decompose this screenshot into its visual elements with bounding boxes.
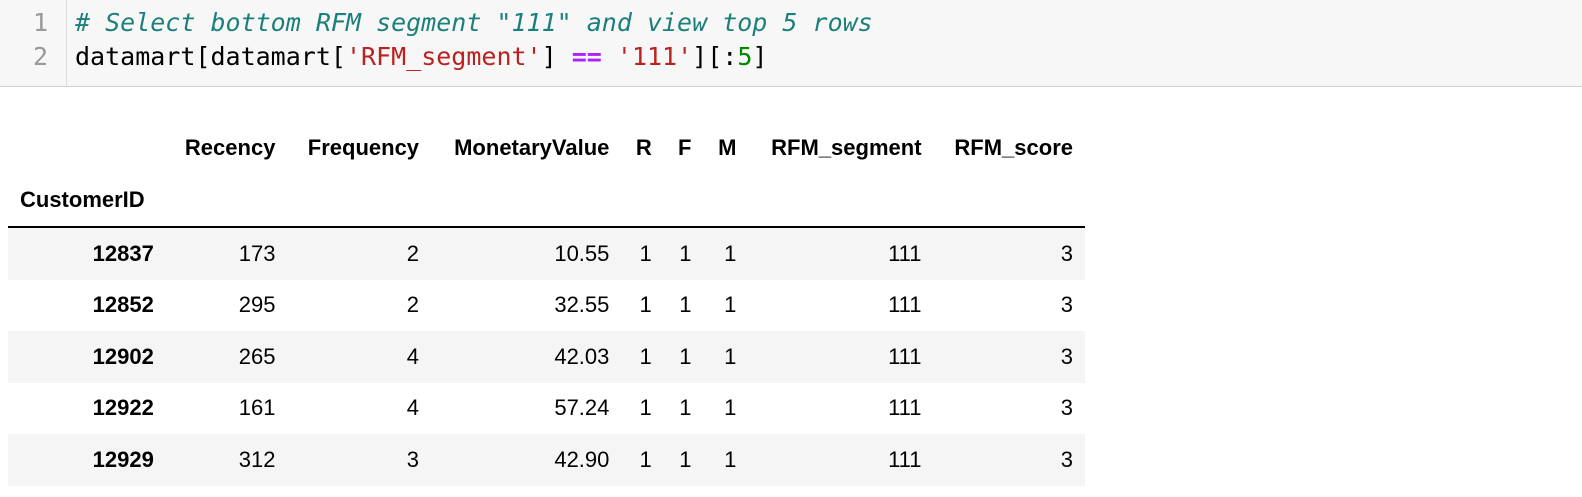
code-line-2[interactable]: datamart[datamart['RFM_segment'] == '111… xyxy=(75,42,767,71)
table-cell: 111 xyxy=(888,292,922,318)
table-cell: 3 xyxy=(406,446,420,472)
table-cell: 1 xyxy=(724,446,737,472)
table-cell: 42.03 xyxy=(554,343,610,369)
table-cell: 111 xyxy=(888,240,922,266)
row-index: 12852 xyxy=(92,292,154,318)
table-cell: 3 xyxy=(1060,446,1073,472)
table-cell: 161 xyxy=(238,395,276,421)
table-cell: 4 xyxy=(406,395,420,421)
column-header: F xyxy=(678,135,692,160)
column-header: MonetaryValue xyxy=(454,135,610,160)
table-cell: 1 xyxy=(679,395,692,421)
table-cell: 1 xyxy=(639,292,652,318)
table-cell: 4 xyxy=(406,343,420,369)
code-text: datamart[datamart[ xyxy=(75,42,346,71)
code-text xyxy=(602,42,617,71)
table-cell: 1 xyxy=(639,343,652,369)
line-number: 1 xyxy=(32,8,48,37)
table-cell: 3 xyxy=(1060,343,1073,369)
index-header-blank xyxy=(8,122,166,174)
row-index: 12837 xyxy=(92,240,154,266)
dataframe-table: Recency Frequency MonetaryValue R F M RF… xyxy=(8,122,1085,486)
table-cell: 1 xyxy=(679,446,692,472)
row-index: 12922 xyxy=(92,395,154,421)
table-cell: 1 xyxy=(724,395,737,421)
code-operator: == xyxy=(571,42,602,71)
table-cell: 3 xyxy=(1060,395,1073,421)
code-text: ][: xyxy=(692,42,738,71)
table-row: 12929 312 3 42.90 1 1 1 111 3 xyxy=(8,434,1085,486)
table-cell: 111 xyxy=(888,395,922,421)
table-cell: 1 xyxy=(639,240,652,266)
column-header: R xyxy=(635,135,652,160)
table-cell: 1 xyxy=(724,292,737,318)
table-cell: 2 xyxy=(406,292,420,318)
table-cell: 10.55 xyxy=(554,240,610,266)
table-row: 12837 173 2 10.55 1 1 1 111 3 xyxy=(8,227,1085,280)
line-number: 2 xyxy=(32,42,48,71)
code-comment: # Select bottom RFM segment "111" and vi… xyxy=(75,8,873,37)
table-cell: 3 xyxy=(1060,240,1073,266)
column-header: M xyxy=(718,135,737,160)
table-cell: 111 xyxy=(888,446,922,472)
table-cell: 57.24 xyxy=(554,395,610,421)
index-name-header: CustomerID xyxy=(20,187,145,212)
table-cell: 1 xyxy=(724,343,737,369)
column-header: RFM_segment xyxy=(771,135,922,160)
column-header-row: Recency Frequency MonetaryValue R F M RF… xyxy=(8,122,1085,174)
code-line-1[interactable]: # Select bottom RFM segment "111" and vi… xyxy=(75,8,873,37)
table-cell: 1 xyxy=(639,395,652,421)
table-row: 12922 161 4 57.24 1 1 1 111 3 xyxy=(8,382,1085,434)
table-cell: 295 xyxy=(238,292,276,318)
line-number-gutter: 1 2 xyxy=(0,0,67,86)
cell-output: Recency Frequency MonetaryValue R F M RF… xyxy=(8,122,1085,486)
code-cell[interactable]: 1 2 # Select bottom RFM segment "111" an… xyxy=(0,0,1582,87)
code-string: '111' xyxy=(616,42,693,71)
table-cell: 3 xyxy=(1060,292,1073,318)
code-number: 5 xyxy=(737,42,753,71)
table-cell: 1 xyxy=(639,446,652,472)
index-header-row: CustomerID xyxy=(8,174,1085,227)
code-text: ] xyxy=(752,42,768,71)
table-cell: 265 xyxy=(238,343,276,369)
table-cell: 1 xyxy=(724,240,737,266)
row-index: 12929 xyxy=(92,446,154,472)
table-cell: 32.55 xyxy=(554,292,610,318)
table-cell: 111 xyxy=(888,343,922,369)
table-cell: 2 xyxy=(406,240,420,266)
table-cell: 1 xyxy=(679,343,692,369)
row-index: 12902 xyxy=(92,343,154,369)
code-text: ] xyxy=(541,42,572,71)
table-cell: 1 xyxy=(679,240,692,266)
column-header: Recency xyxy=(184,135,276,160)
table-row: 12852 295 2 32.55 1 1 1 111 3 xyxy=(8,279,1085,331)
table-cell: 173 xyxy=(238,240,276,266)
column-header: RFM_score xyxy=(954,135,1073,160)
table-cell: 1 xyxy=(679,292,692,318)
column-header: Frequency xyxy=(307,135,420,160)
table-row: 12902 265 4 42.03 1 1 1 111 3 xyxy=(8,331,1085,383)
table-cell: 42.90 xyxy=(554,446,610,472)
code-string: 'RFM_segment' xyxy=(345,42,542,71)
table-cell: 312 xyxy=(238,446,276,472)
